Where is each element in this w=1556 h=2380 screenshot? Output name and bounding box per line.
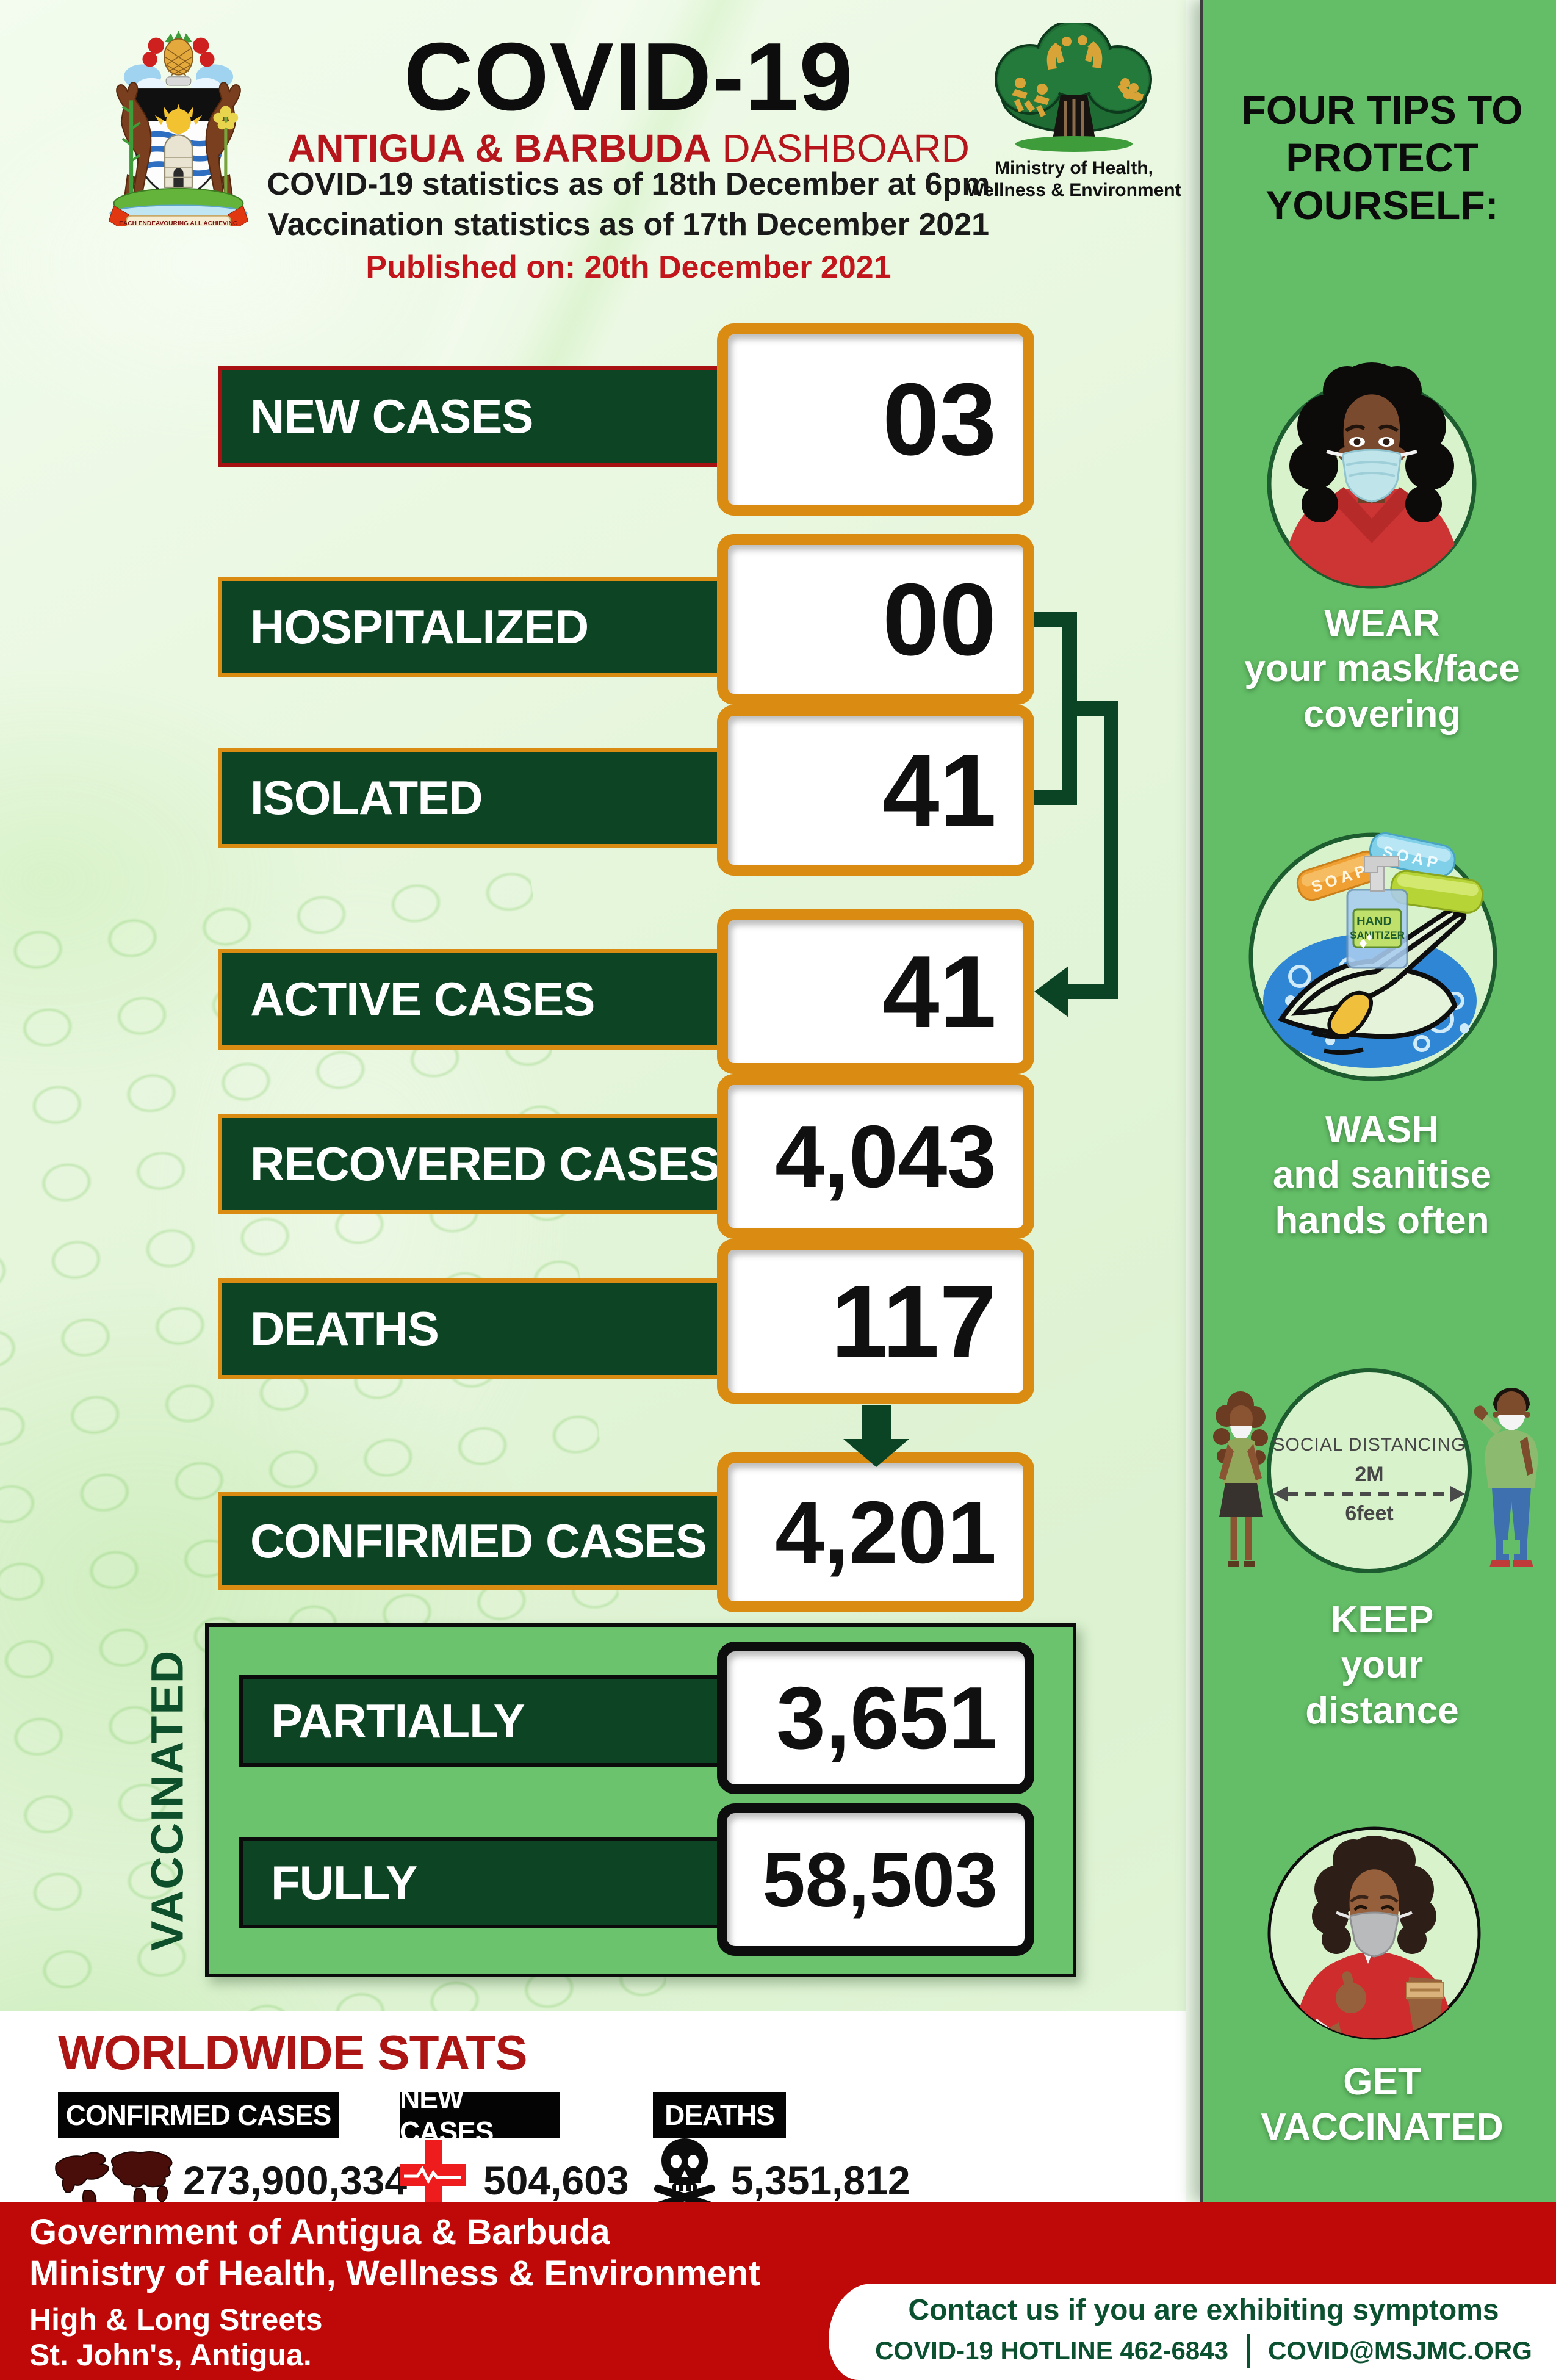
sidebar-heading: FOUR TIPS TO PROTECT YOURSELF: (1241, 87, 1523, 228)
value-box-deaths: 117 (717, 1239, 1034, 1404)
value-box-fully: 58,503 (717, 1803, 1034, 1956)
contact-bubble (829, 2284, 1556, 2380)
worldwide-stats-title: WORLDWIDE STATS (58, 2025, 528, 2080)
ministry-caption-line1: Ministry of Health, (994, 158, 1154, 178)
label-bar-fully: FULLY (239, 1837, 724, 1928)
value-box-confirmed-cases: 4,201 (717, 1452, 1034, 1612)
tip-keep-distance-text: KEEP your distance (1305, 1599, 1459, 1732)
contact-details: COVID-19 HOTLINE 462-6843 COVID@MSJMC.OR… (851, 2334, 1556, 2368)
distance-arrow-icon (1273, 1486, 1465, 1502)
worldwide-value-deaths: 5,351,812 (731, 2158, 910, 2203)
label-bar-isolated: ISOLATED (218, 748, 726, 848)
antigua-barbuda-coat-of-arms-icon: EACH ENDEAVOURING ALL ACHIEVING (108, 31, 249, 226)
connector-isolated-stub (1034, 790, 1077, 805)
label-bar-hospitalized: HOSPITALIZED (218, 577, 726, 677)
distance-meters-label: 2M (1355, 1463, 1384, 1486)
contact-separator (1246, 2334, 1250, 2368)
sanitizer-label-line2: SANITIZER (1350, 929, 1405, 941)
footer-government-line: Government of Antigua & Barbuda (29, 2212, 610, 2252)
connector-active-stub (1068, 984, 1118, 999)
footer-address-line1: High & Long Streets (29, 2302, 323, 2337)
stats-as-of-line: COVID-19 statistics as of 18th December … (267, 167, 990, 202)
arrow-to-confirmed-stem (862, 1405, 891, 1440)
tip-get-vaccinated-text: GET VACCINATED (1261, 2061, 1504, 2149)
subtitle-country: ANTIGUA & BARBUDA (287, 126, 711, 170)
label-bar-new-cases: NEW CASES (218, 366, 726, 467)
value-box-new-cases: 03 (717, 323, 1034, 516)
poster-title: COVID-19 (403, 23, 854, 131)
subtitle-dashboard: DASHBOARD (722, 126, 970, 170)
worldwide-label-confirmed: CONFIRMED CASES (58, 2092, 339, 2138)
vaccination-as-of-line: Vaccination statistics as of 17th Decemb… (267, 207, 990, 242)
coat-of-arms-motto: EACH ENDEAVOURING ALL ACHIEVING (119, 220, 238, 226)
arrow-into-active-icon (1034, 966, 1068, 1017)
value-box-hospitalized: 00 (717, 534, 1034, 705)
footer-address-line2: St. John's, Antigua. (29, 2338, 312, 2372)
tip-wash-hands-text: WASH and sanitise hands often (1272, 1109, 1492, 1242)
worldwide-label-deaths: DEATHS (653, 2092, 786, 2138)
label-bar-partially: PARTIALLY (239, 1675, 724, 1767)
ministry-caption-line2: Wellness & Environment (967, 180, 1181, 200)
contact-heading: Contact us if you are exhibiting symptom… (908, 2294, 1499, 2326)
sidebar-divider-strip (1186, 0, 1200, 2202)
label-bar-recovered-cases: RECOVERED CASES (218, 1114, 726, 1214)
label-bar-confirmed-cases: CONFIRMED CASES (218, 1492, 726, 1590)
hotline-number: COVID-19 HOTLINE 462-6843 (875, 2336, 1228, 2365)
ministry-of-health-logo-icon (995, 23, 1152, 152)
social-distancing-graphic: SOCIAL DISTANCING 2M 6feet (1267, 1368, 1472, 1573)
hand-washing-icon: SOAP SOAP HAND SANITIZER (1248, 832, 1497, 1081)
distance-feet-label: 6feet (1345, 1502, 1394, 1525)
mask-person-icon (1267, 362, 1477, 589)
value-box-recovered-cases: 4,043 (717, 1074, 1034, 1239)
worldwide-label-new-cases: NEW CASES (400, 2083, 560, 2147)
tip-wear-mask-text: WEAR your mask/face covering (1244, 602, 1520, 735)
value-box-active-cases: 41 (717, 909, 1034, 1074)
social-distancing-title: SOCIAL DISTANCING (1272, 1435, 1466, 1455)
contact-email: COVID@MSJMC.ORG (1267, 2336, 1532, 2365)
connector-vertical-2 (1104, 701, 1118, 999)
value-box-isolated: 41 (717, 705, 1034, 876)
published-line: Published on: 20th December 2021 (366, 250, 891, 285)
vaccination-icon (1267, 1826, 1481, 2040)
value-box-partially: 3,651 (717, 1642, 1034, 1794)
sanitizer-label-line1: HAND (1356, 915, 1392, 928)
distancing-man-icon (1474, 1388, 1538, 1567)
poster-subtitle: ANTIGUA & BARBUDA DASHBOARD (262, 126, 995, 171)
worldwide-value-new-cases: 504,603 (483, 2158, 629, 2203)
distancing-woman-icon (1213, 1391, 1268, 1567)
arrow-to-confirmed-icon (843, 1439, 909, 1467)
medical-cross-icon (400, 2140, 466, 2214)
label-bar-deaths: DEATHS (218, 1278, 726, 1379)
worldwide-value-confirmed: 273,900,334 (183, 2158, 408, 2203)
label-bar-active-cases: ACTIVE CASES (218, 949, 726, 1050)
vaccinated-side-label: VACCINATED (142, 1649, 193, 1952)
footer-ministry-line: Ministry of Health, Wellness & Environme… (29, 2254, 760, 2293)
